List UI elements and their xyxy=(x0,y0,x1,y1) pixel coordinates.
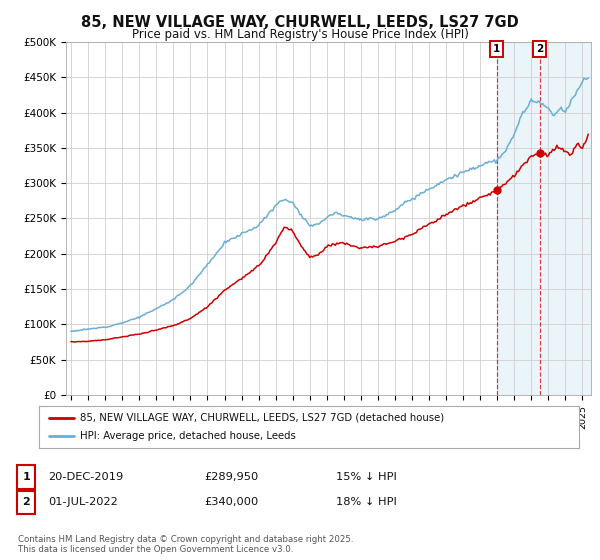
Bar xyxy=(497,42,591,395)
Text: Price paid vs. HM Land Registry's House Price Index (HPI): Price paid vs. HM Land Registry's House … xyxy=(131,28,469,41)
Text: £289,950: £289,950 xyxy=(204,472,258,482)
Text: 01-JUL-2022: 01-JUL-2022 xyxy=(48,497,118,507)
Text: 85, NEW VILLAGE WAY, CHURWELL, LEEDS, LS27 7GD (detached house): 85, NEW VILLAGE WAY, CHURWELL, LEEDS, LS… xyxy=(79,413,444,423)
Text: 1: 1 xyxy=(493,44,500,54)
Text: 20-DEC-2019: 20-DEC-2019 xyxy=(48,472,123,482)
Text: 85, NEW VILLAGE WAY, CHURWELL, LEEDS, LS27 7GD: 85, NEW VILLAGE WAY, CHURWELL, LEEDS, LS… xyxy=(81,15,519,30)
Text: Contains HM Land Registry data © Crown copyright and database right 2025.
This d: Contains HM Land Registry data © Crown c… xyxy=(18,535,353,554)
Text: 15% ↓ HPI: 15% ↓ HPI xyxy=(336,472,397,482)
Text: 18% ↓ HPI: 18% ↓ HPI xyxy=(336,497,397,507)
Text: 1: 1 xyxy=(23,472,30,482)
Text: 2: 2 xyxy=(23,497,30,507)
Text: HPI: Average price, detached house, Leeds: HPI: Average price, detached house, Leed… xyxy=(79,431,295,441)
Text: 2: 2 xyxy=(536,44,544,54)
Text: £340,000: £340,000 xyxy=(204,497,258,507)
